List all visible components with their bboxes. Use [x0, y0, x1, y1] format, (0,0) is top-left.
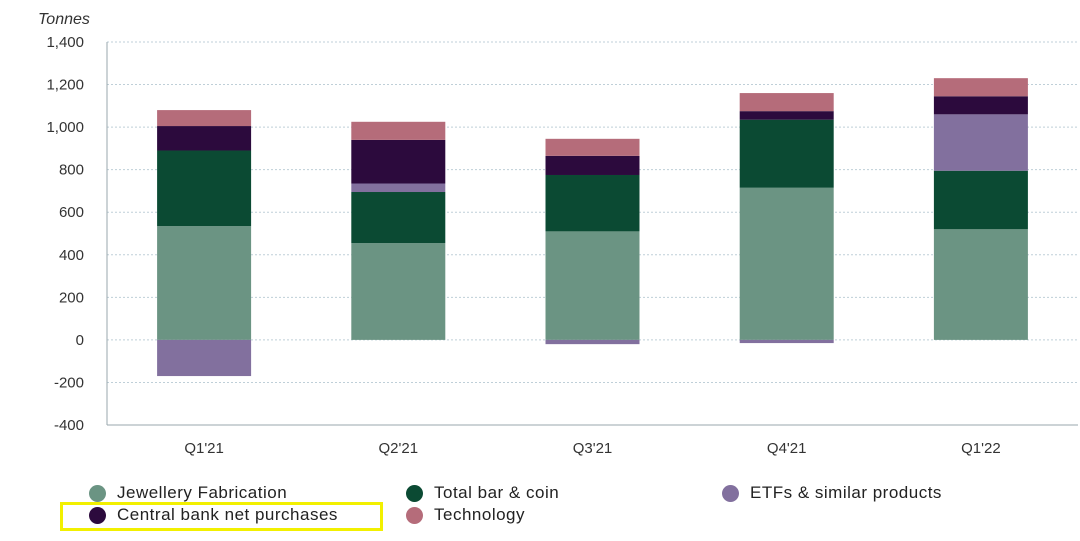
bar-segment — [545, 231, 640, 340]
y-tick-label: 800 — [59, 162, 84, 179]
bar-segment — [157, 339, 252, 377]
tick-labels: -400 -200 0 200 400 600 800 1,000 1,200 1,400 Q1'2… — [46, 34, 1000, 457]
x-tick-label: Q3'21 — [573, 440, 613, 457]
bar-segment — [157, 150, 252, 227]
bar-segment — [933, 96, 1028, 115]
y-tick-label: 1,400 — [46, 34, 84, 51]
bar-segment — [545, 155, 640, 175]
bar-segment — [933, 170, 1028, 230]
y-tick-label: 1,200 — [46, 77, 84, 94]
bar-segment — [351, 192, 446, 244]
bar-segment — [351, 243, 446, 340]
y-tick-label: 1,000 — [46, 119, 84, 136]
bar-segment — [545, 138, 640, 156]
y-tick-label: -200 — [54, 374, 84, 391]
y-tick-label: 600 — [59, 204, 84, 221]
bar-segment — [739, 111, 834, 120]
y-tick-label: -400 — [54, 417, 84, 434]
bar-segment — [351, 139, 446, 184]
bar-segment — [933, 114, 1028, 171]
x-tick-label: Q2'21 — [379, 440, 419, 457]
x-tick-label: Q1'22 — [961, 440, 1001, 457]
x-tick-label: Q1'21 — [184, 440, 224, 457]
bar-segment — [351, 183, 446, 193]
bar-segment — [157, 110, 252, 127]
bar-segment — [157, 226, 252, 340]
bar-segment — [739, 339, 834, 344]
y-tick-label: 400 — [59, 247, 84, 264]
bars — [157, 78, 1028, 377]
y-axis-unit-label: Tonnes — [38, 11, 90, 28]
axes — [106, 42, 1078, 426]
bar-segment — [739, 93, 834, 112]
x-tick-label: Q4'21 — [767, 440, 807, 457]
bar-segment — [933, 229, 1028, 340]
bar-segment — [739, 187, 834, 340]
bar-segment — [545, 174, 640, 232]
y-tick-label: 200 — [59, 289, 84, 306]
bar-segment — [351, 121, 446, 140]
bar-segment — [545, 339, 640, 345]
bar-segment — [933, 78, 1028, 97]
y-tick-label: 0 — [76, 332, 84, 349]
bar-segment — [157, 126, 252, 151]
bar-segment — [739, 119, 834, 188]
